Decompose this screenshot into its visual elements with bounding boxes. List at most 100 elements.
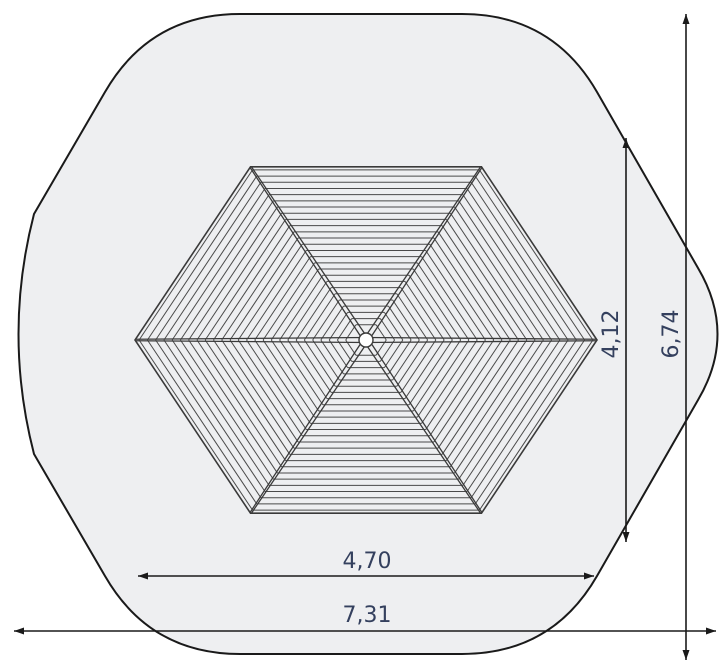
deck-board: [462, 339, 561, 486]
deck-board: [188, 206, 278, 341]
deck-board: [147, 175, 258, 341]
deck-board: [163, 339, 266, 492]
deck-spoke: [365, 336, 598, 340]
deck-spoke: [363, 166, 482, 339]
deck-board: [445, 219, 528, 341]
deck-board: [408, 339, 453, 406]
deck-board: [196, 213, 282, 341]
deck-board: [392, 339, 420, 381]
deck-board: [404, 339, 445, 399]
deck-spoke: [367, 338, 483, 514]
deck-board: [445, 339, 528, 461]
deck-board: [328, 312, 349, 341]
deck-board: [412, 268, 462, 341]
deck-spokes: [134, 166, 598, 514]
deck-board: [408, 274, 453, 341]
deck-board: [421, 256, 478, 341]
deck-board: [279, 274, 324, 341]
deck-board: [433, 237, 503, 341]
deck-board: [388, 339, 412, 375]
deck-board: [196, 339, 282, 467]
deck-board: [474, 339, 585, 505]
deck-spoke: [365, 340, 598, 344]
deck-spoke: [134, 336, 367, 340]
deck-board: [320, 339, 344, 375]
deck-board: [441, 339, 519, 455]
deck-board: [336, 339, 353, 362]
deck-board: [328, 339, 349, 368]
deck-board: [237, 243, 303, 341]
deck-board: [429, 243, 495, 341]
deck-board: [279, 339, 324, 406]
deck-spoke: [363, 341, 482, 514]
deck-board: [295, 287, 332, 341]
deck-board: [454, 206, 544, 341]
deck-board: [466, 188, 569, 341]
deck-board: [441, 225, 519, 341]
deck-board: [466, 339, 569, 492]
deck-board: [147, 339, 258, 505]
deck-board: [295, 339, 332, 393]
deck-board: [479, 169, 594, 341]
deck-board: [396, 339, 429, 387]
deck-board: [404, 281, 445, 341]
deck-board: [383, 312, 404, 341]
deck-board: [270, 268, 320, 341]
deck-board: [229, 339, 299, 443]
deck-boards: [138, 169, 594, 511]
deck-board: [379, 318, 396, 341]
hexagonal-deck: [134, 165, 598, 515]
deck-board: [388, 305, 412, 341]
deck-board: [180, 339, 274, 480]
deck-board: [270, 339, 320, 412]
deck-spoke: [249, 166, 365, 342]
deck-board: [396, 293, 429, 341]
deck-board: [312, 339, 340, 381]
zone-height-label: 6,74: [659, 310, 684, 359]
deck-board: [254, 256, 311, 341]
deck-board: [262, 339, 315, 418]
deck-board: [221, 339, 295, 449]
deck-board: [458, 339, 552, 480]
deck-board: [450, 339, 536, 467]
deck-board: [204, 219, 287, 341]
deck-board: [204, 339, 287, 461]
deck-board: [213, 225, 291, 341]
deck-height-label: 4,12: [599, 310, 624, 359]
deck-board: [412, 339, 462, 412]
deck-board: [237, 339, 303, 437]
deck-board: [437, 339, 511, 449]
deck-board: [417, 339, 470, 418]
deck-board: [246, 250, 307, 341]
deck-board: [246, 339, 307, 430]
deck-board: [254, 339, 311, 424]
deck-board: [433, 339, 503, 443]
deck-board: [458, 200, 552, 341]
deck-board: [171, 194, 270, 341]
deck-spoke: [249, 338, 365, 514]
deck-board: [188, 339, 278, 474]
deck-board: [155, 339, 262, 499]
deck-board: [479, 339, 594, 511]
deck-board: [287, 339, 328, 399]
deck-board: [180, 200, 274, 341]
deck-board: [400, 339, 437, 393]
deck-board: [417, 262, 470, 341]
deck-board: [262, 262, 315, 341]
deck-board: [155, 181, 262, 341]
deck-board: [400, 287, 437, 341]
deck-board: [138, 169, 253, 341]
deck-board: [429, 339, 495, 437]
deck-board: [213, 339, 291, 455]
deck-spoke: [250, 166, 369, 339]
deck-board: [425, 250, 486, 341]
deck-width-label: 4,70: [343, 549, 392, 574]
deck-board: [171, 339, 270, 486]
deck-board: [163, 188, 266, 341]
deck-board: [437, 231, 511, 341]
deck-board: [474, 175, 585, 341]
deck-board: [425, 339, 486, 430]
deck-board: [303, 339, 336, 387]
deck-board: [229, 237, 299, 341]
